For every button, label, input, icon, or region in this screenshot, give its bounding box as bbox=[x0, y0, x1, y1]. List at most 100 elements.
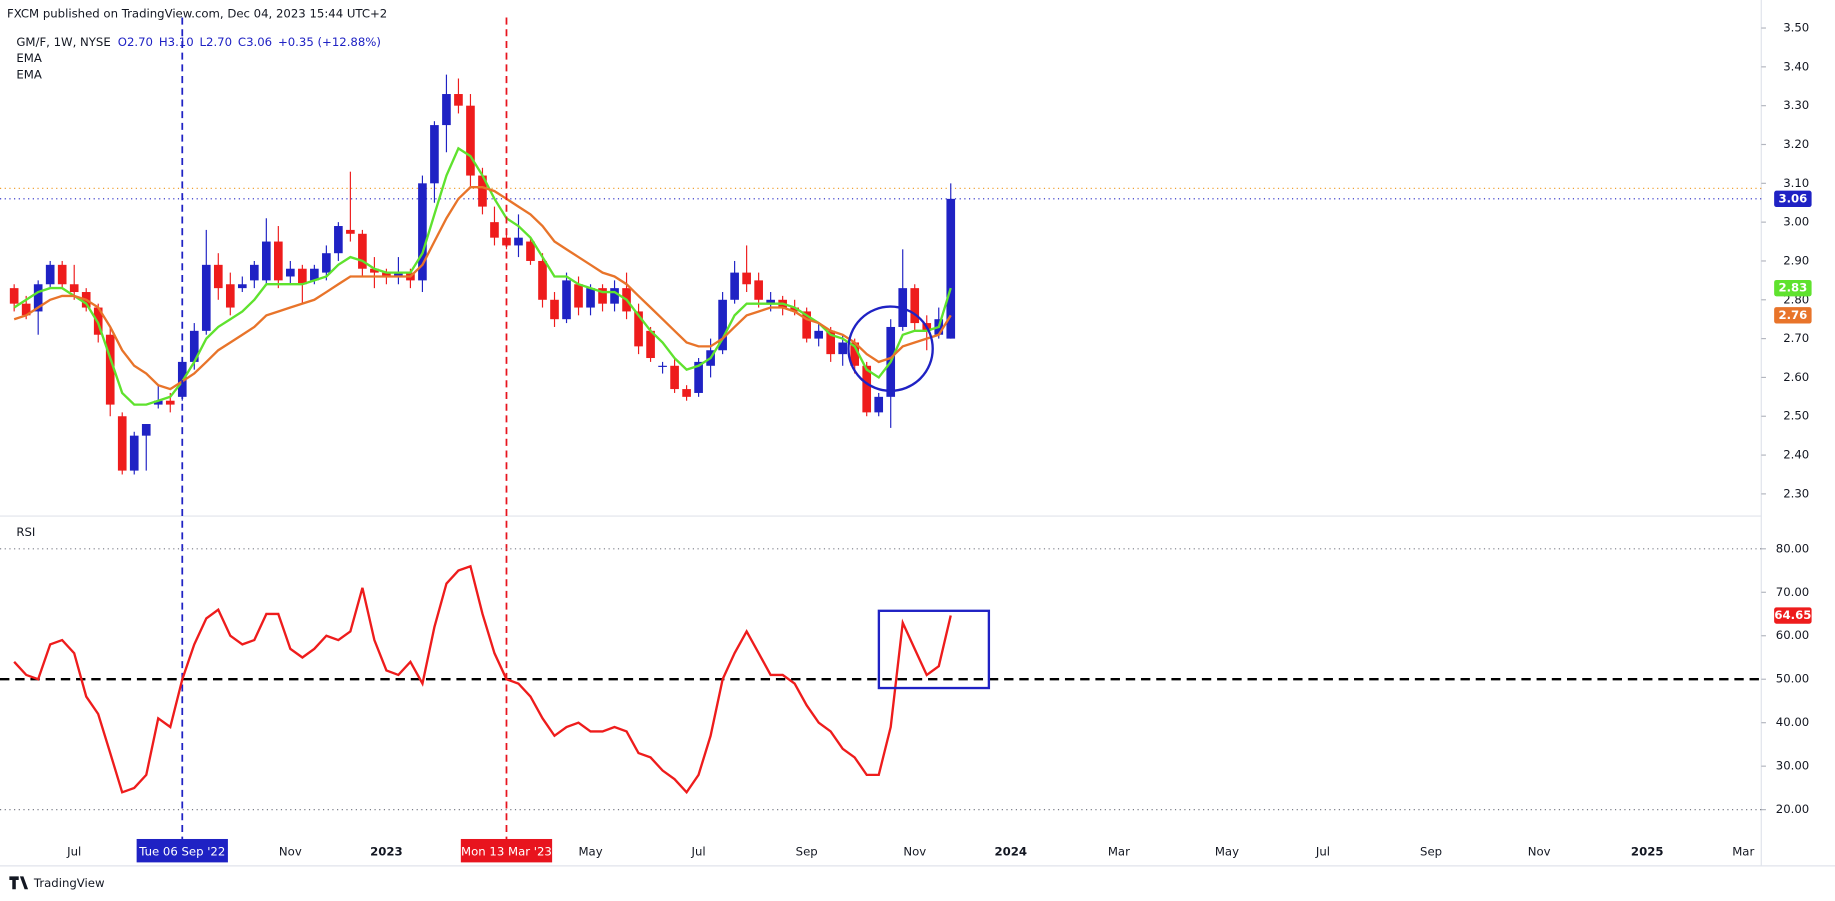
candle-body bbox=[874, 396, 884, 413]
candle-body bbox=[298, 268, 307, 285]
x-tick-label: Mar bbox=[1732, 844, 1754, 858]
y-tick-label: 80.00 bbox=[1776, 541, 1809, 555]
y-tick-label: 3.20 bbox=[1783, 137, 1809, 151]
y-tick-label: 2.40 bbox=[1783, 448, 1809, 462]
candle-body bbox=[249, 264, 259, 281]
candle-body bbox=[610, 288, 619, 304]
candle-body bbox=[394, 272, 403, 277]
candle-body bbox=[574, 284, 583, 308]
price-tag-label: 2.83 bbox=[1778, 281, 1807, 295]
candle-body bbox=[766, 299, 775, 304]
candle-body bbox=[45, 264, 55, 285]
x-tick-label: 2023 bbox=[370, 844, 403, 858]
candle-body bbox=[418, 183, 427, 281]
candle-body bbox=[286, 268, 295, 277]
candle-body bbox=[201, 264, 211, 331]
y-tick-label: 70.00 bbox=[1776, 585, 1809, 599]
x-tick-label: Jul bbox=[66, 844, 81, 858]
candle-body bbox=[634, 311, 643, 347]
candle-body bbox=[694, 361, 703, 393]
crosshair-label-box bbox=[460, 838, 553, 863]
crosshair-label-box bbox=[136, 838, 228, 863]
candle-body bbox=[838, 342, 848, 355]
candle-body bbox=[814, 330, 823, 339]
candle-body bbox=[33, 284, 43, 312]
candle-body bbox=[346, 229, 355, 234]
candle-body bbox=[946, 198, 956, 339]
candle-body bbox=[466, 105, 475, 176]
candle-body bbox=[802, 311, 811, 339]
candle-body bbox=[910, 288, 920, 324]
x-tick-label: 2024 bbox=[995, 844, 1028, 858]
legend-entry: EMA bbox=[16, 51, 41, 65]
candle-body bbox=[586, 288, 595, 308]
price-tag bbox=[1774, 607, 1812, 624]
candle-body bbox=[9, 288, 19, 304]
x-tick-label: Sep bbox=[1420, 844, 1442, 858]
candle-body bbox=[370, 268, 379, 273]
candle-body bbox=[310, 268, 319, 281]
ohlc-open: O2.70 bbox=[118, 35, 153, 49]
price-tag-label: 2.76 bbox=[1778, 308, 1807, 322]
candle-body bbox=[141, 424, 151, 436]
candle-body bbox=[682, 389, 691, 397]
candle-body bbox=[646, 330, 655, 359]
legend-entry: EMA bbox=[16, 67, 41, 81]
pane-title: RSI bbox=[16, 525, 35, 539]
y-tick-label: 40.00 bbox=[1776, 715, 1809, 729]
y-tick-label: 2.90 bbox=[1783, 253, 1809, 267]
x-tick-label: 2025 bbox=[1631, 844, 1664, 858]
candle-body bbox=[358, 233, 367, 269]
x-tick-label: Jul bbox=[691, 844, 706, 858]
publisher: FXCM published on TradingView.com, Dec 0… bbox=[7, 7, 387, 21]
ohlc-change: +0.35 (+12.88%) bbox=[278, 35, 381, 49]
candle-body bbox=[117, 416, 127, 471]
candle-body bbox=[105, 334, 115, 405]
x-tick-label: Nov bbox=[279, 844, 302, 858]
plot-area: 2.302.402.502.602.702.802.903.003.103.20… bbox=[0, 17, 1812, 863]
symbol-line: GM/F, 1W, NYSE O2.70 H3.10 L2.70 C3.06 +0.35 … bbox=[16, 35, 381, 49]
annotation-circle bbox=[847, 305, 934, 392]
x-tick-label: Mar bbox=[1108, 844, 1130, 858]
price-tag-label: 64.65 bbox=[1774, 608, 1811, 622]
symbol: GM/F, 1W, NYSE bbox=[16, 35, 110, 49]
candle-body bbox=[490, 222, 499, 238]
candle-body bbox=[526, 241, 535, 261]
y-tick-label: 3.00 bbox=[1783, 215, 1809, 229]
price-tag bbox=[1774, 307, 1812, 324]
ohlc-high: H3.10 bbox=[159, 35, 194, 49]
ohlc-close: C3.06 bbox=[238, 35, 272, 49]
crosshair-label: Mon 13 Mar '23 bbox=[461, 844, 552, 858]
annotation-box bbox=[877, 609, 991, 690]
y-tick-label: 2.70 bbox=[1783, 331, 1809, 345]
candle-body bbox=[538, 260, 547, 300]
candle-body bbox=[189, 330, 199, 362]
y-tick-label: 3.40 bbox=[1783, 59, 1809, 73]
y-tick-label: 2.50 bbox=[1783, 409, 1809, 423]
ema-line bbox=[13, 186, 952, 391]
candle-body bbox=[562, 280, 571, 320]
brand: TradingView bbox=[33, 876, 105, 890]
logo-mark bbox=[9, 876, 29, 890]
logo: TradingView bbox=[9, 876, 105, 890]
x-tick-label: May bbox=[1215, 844, 1239, 858]
price-tag bbox=[1774, 279, 1812, 297]
x-tick-label: Jul bbox=[1315, 844, 1330, 858]
y-tick-label: 50.00 bbox=[1776, 672, 1809, 686]
price-tag bbox=[1774, 190, 1812, 208]
candle-body bbox=[69, 284, 79, 293]
candle-body bbox=[862, 365, 872, 413]
candle-body bbox=[718, 299, 727, 351]
candle-body bbox=[129, 435, 139, 471]
price-tag-label: 3.06 bbox=[1778, 191, 1807, 205]
candle-body bbox=[454, 94, 463, 106]
candle-body bbox=[754, 280, 763, 300]
candle-body bbox=[21, 303, 31, 316]
y-tick-label: 3.30 bbox=[1783, 98, 1809, 112]
y-tick-label: 2.30 bbox=[1783, 486, 1809, 500]
candle-body bbox=[550, 299, 559, 320]
candle-body bbox=[262, 241, 271, 281]
y-tick-label: 3.50 bbox=[1783, 21, 1809, 35]
y-tick-label: 60.00 bbox=[1776, 628, 1809, 642]
